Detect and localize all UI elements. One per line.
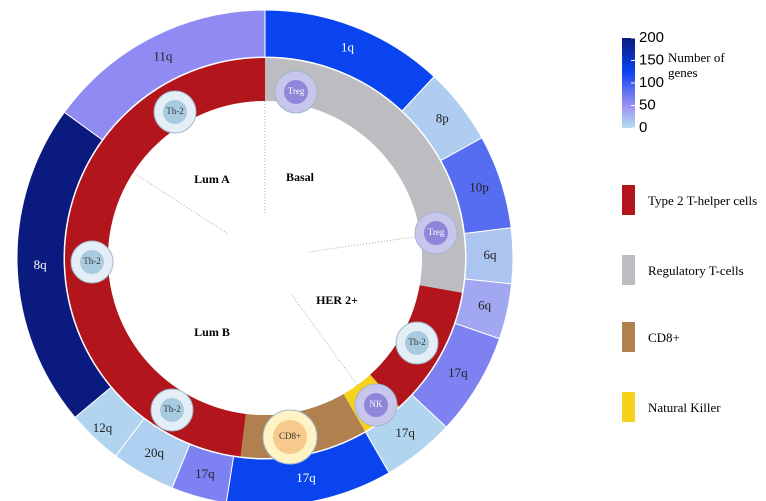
arm-label: 10p bbox=[469, 179, 489, 194]
arm-segment bbox=[63, 9, 266, 141]
subtype-label: HER 2+ bbox=[316, 293, 358, 307]
cell-inner bbox=[160, 398, 184, 422]
colorbar-tick-label: 0 bbox=[639, 119, 647, 136]
legend-label: Regulatory T-cells bbox=[648, 263, 744, 278]
core bbox=[108, 101, 422, 415]
colorbar-title: Number of genes bbox=[668, 50, 725, 80]
arm-label: 17q bbox=[395, 425, 415, 440]
colorbar-tick-label: 50 bbox=[639, 96, 656, 113]
legend-swatch bbox=[622, 255, 635, 285]
arm-label: 1q bbox=[341, 40, 355, 55]
legend-label: Natural Killer bbox=[648, 400, 721, 415]
legend-swatch bbox=[622, 392, 635, 422]
legend-label: CD8+ bbox=[648, 330, 680, 345]
arm-label: 17q bbox=[296, 470, 316, 485]
cell-inner bbox=[284, 80, 308, 104]
cell-label: Treg bbox=[288, 86, 305, 96]
legend-swatch bbox=[622, 322, 635, 352]
arm-label: 6q bbox=[483, 247, 497, 262]
colorbar-tick-label: 150 bbox=[639, 51, 664, 68]
cell-label: CD8+ bbox=[279, 431, 301, 441]
subtype-label: Lum A bbox=[194, 172, 230, 186]
cell-inner bbox=[273, 420, 307, 454]
subtype-label: Basal bbox=[286, 170, 315, 184]
legend-swatch bbox=[622, 185, 635, 215]
arm-label: 17q bbox=[448, 365, 468, 380]
subtype-label: Lum B bbox=[194, 325, 230, 339]
cell-label: Treg bbox=[428, 227, 445, 237]
legend-label: Type 2 T-helper cells bbox=[648, 193, 757, 208]
cell-inner bbox=[163, 100, 187, 124]
arm-label: 6q bbox=[478, 298, 492, 313]
colorbar-tick-label: 200 bbox=[639, 29, 664, 46]
cell-inner bbox=[405, 331, 429, 355]
arm-label: 11q bbox=[153, 49, 173, 64]
divider bbox=[291, 294, 358, 386]
cell-label: Th-2 bbox=[166, 106, 184, 116]
immune-segment bbox=[65, 58, 265, 457]
cell-label: Th-2 bbox=[408, 337, 426, 347]
arm-label: 17q bbox=[195, 466, 215, 481]
arm-label: 8p bbox=[436, 110, 449, 125]
arm-label: 20q bbox=[144, 445, 164, 460]
cell-inner bbox=[424, 221, 448, 245]
arm-label: 8q bbox=[34, 257, 48, 272]
divider bbox=[309, 235, 421, 253]
cell-label: Th-2 bbox=[83, 256, 101, 266]
cell-inner bbox=[364, 393, 388, 417]
cell-label: Th-2 bbox=[163, 404, 181, 414]
arm-label: 12q bbox=[93, 420, 113, 435]
divider bbox=[133, 172, 228, 234]
cell-inner bbox=[80, 250, 104, 274]
colorbar-tick-label: 100 bbox=[639, 74, 664, 91]
cell-label: NK bbox=[370, 399, 383, 409]
